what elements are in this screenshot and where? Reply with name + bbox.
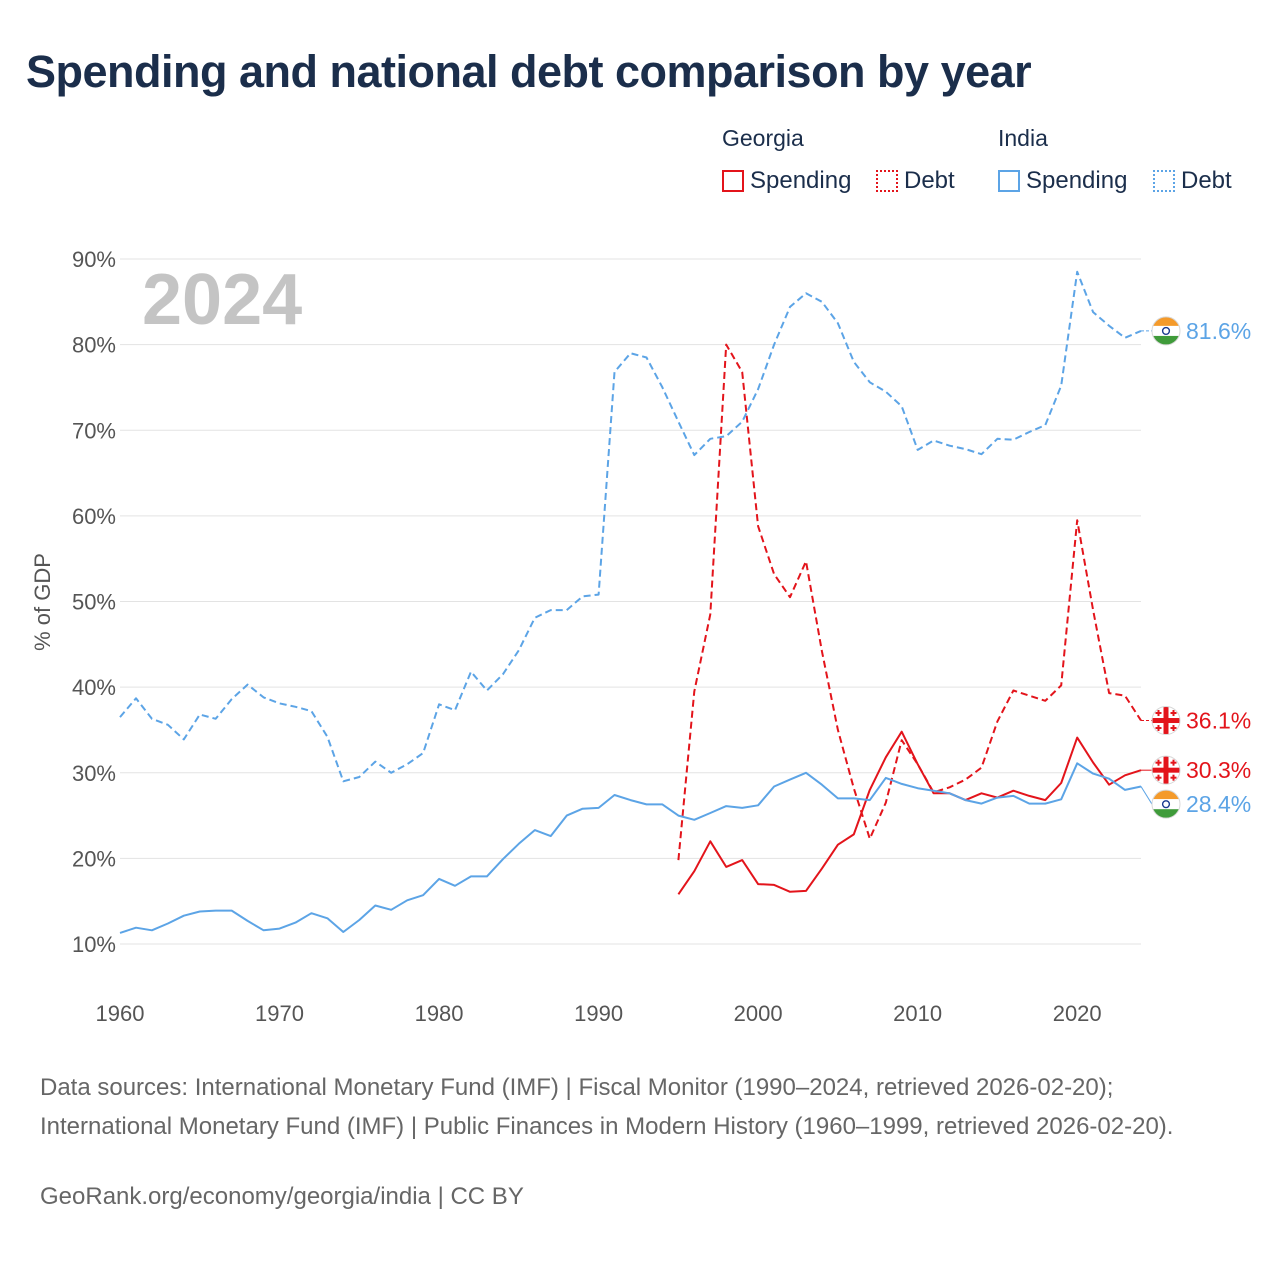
legend-swatch-solid-red <box>722 170 744 192</box>
legend-swatch-dotted-blue <box>1153 170 1175 192</box>
y-tick-label: 10% <box>72 932 116 957</box>
end-value-label: 81.6% <box>1186 318 1251 344</box>
x-tick-label: 2020 <box>1053 1001 1102 1026</box>
legend-label: Debt <box>904 167 955 194</box>
end-value-label: 30.3% <box>1186 757 1251 783</box>
data-sources: Data sources: International Monetary Fun… <box>40 1074 1174 1140</box>
georgia-flag-icon <box>1151 706 1181 736</box>
x-tick-label: 1970 <box>255 1001 304 1026</box>
end-value-label: 28.4% <box>1186 791 1251 817</box>
x-tick-label: 1980 <box>415 1001 464 1026</box>
series-line-georgia-spending[interactable] <box>677 730 1142 895</box>
legend-swatch-dotted-red <box>876 170 898 192</box>
legend-item-georgia-spending[interactable]: Spending <box>722 166 851 196</box>
y-tick-label: 40% <box>72 675 116 700</box>
y-tick-label: 90% <box>72 247 116 272</box>
x-tick-label: 2010 <box>893 1001 942 1026</box>
end-connector <box>1140 786 1153 805</box>
y-tick-label: 60% <box>72 504 116 529</box>
legend-label: Spending <box>750 167 852 194</box>
india-flag-icon <box>1151 789 1181 819</box>
year-watermark: 2024 <box>142 260 302 340</box>
georgia-flag-icon <box>1151 755 1181 785</box>
series-line-india-spending[interactable] <box>119 762 1142 934</box>
chart-title: Spending and national debt comparison by… <box>26 46 1032 97</box>
india-flag-icon <box>1151 316 1181 346</box>
y-axis-label: % of GDP <box>30 553 55 651</box>
x-tick-label: 1960 <box>96 1001 145 1026</box>
series-line-georgia-debt[interactable] <box>677 343 1142 861</box>
series-line-india-debt[interactable] <box>119 270 1142 783</box>
x-tick-label: 2000 <box>734 1001 783 1026</box>
y-tick-label: 70% <box>72 418 116 443</box>
y-tick-label: 50% <box>72 590 116 615</box>
end-value-label: 36.1% <box>1186 708 1251 734</box>
y-tick-label: 80% <box>72 333 116 358</box>
legend-label: Debt <box>1181 167 1232 194</box>
legend-label: Spending <box>1026 167 1128 194</box>
legend-title-india: India <box>998 125 1048 151</box>
legend-item-india-spending[interactable]: Spending <box>998 166 1127 196</box>
legend-item-georgia-debt[interactable]: Debt <box>876 166 955 196</box>
legend-swatch-solid-blue <box>998 170 1020 192</box>
legend-title-georgia: Georgia <box>722 125 804 151</box>
x-tick-label: 1990 <box>574 1001 623 1026</box>
credit-link[interactable]: GeoRank.org/economy/georgia/india | CC B… <box>40 1183 524 1210</box>
y-tick-label: 20% <box>72 846 116 871</box>
y-tick-label: 30% <box>72 761 116 786</box>
line-chart: 10% 20% 30% 40% 50% 60% 70% 80% 90% 1960 1970 1980 1… <box>30 247 1251 1026</box>
legend-item-india-debt[interactable]: Debt <box>1153 166 1232 196</box>
